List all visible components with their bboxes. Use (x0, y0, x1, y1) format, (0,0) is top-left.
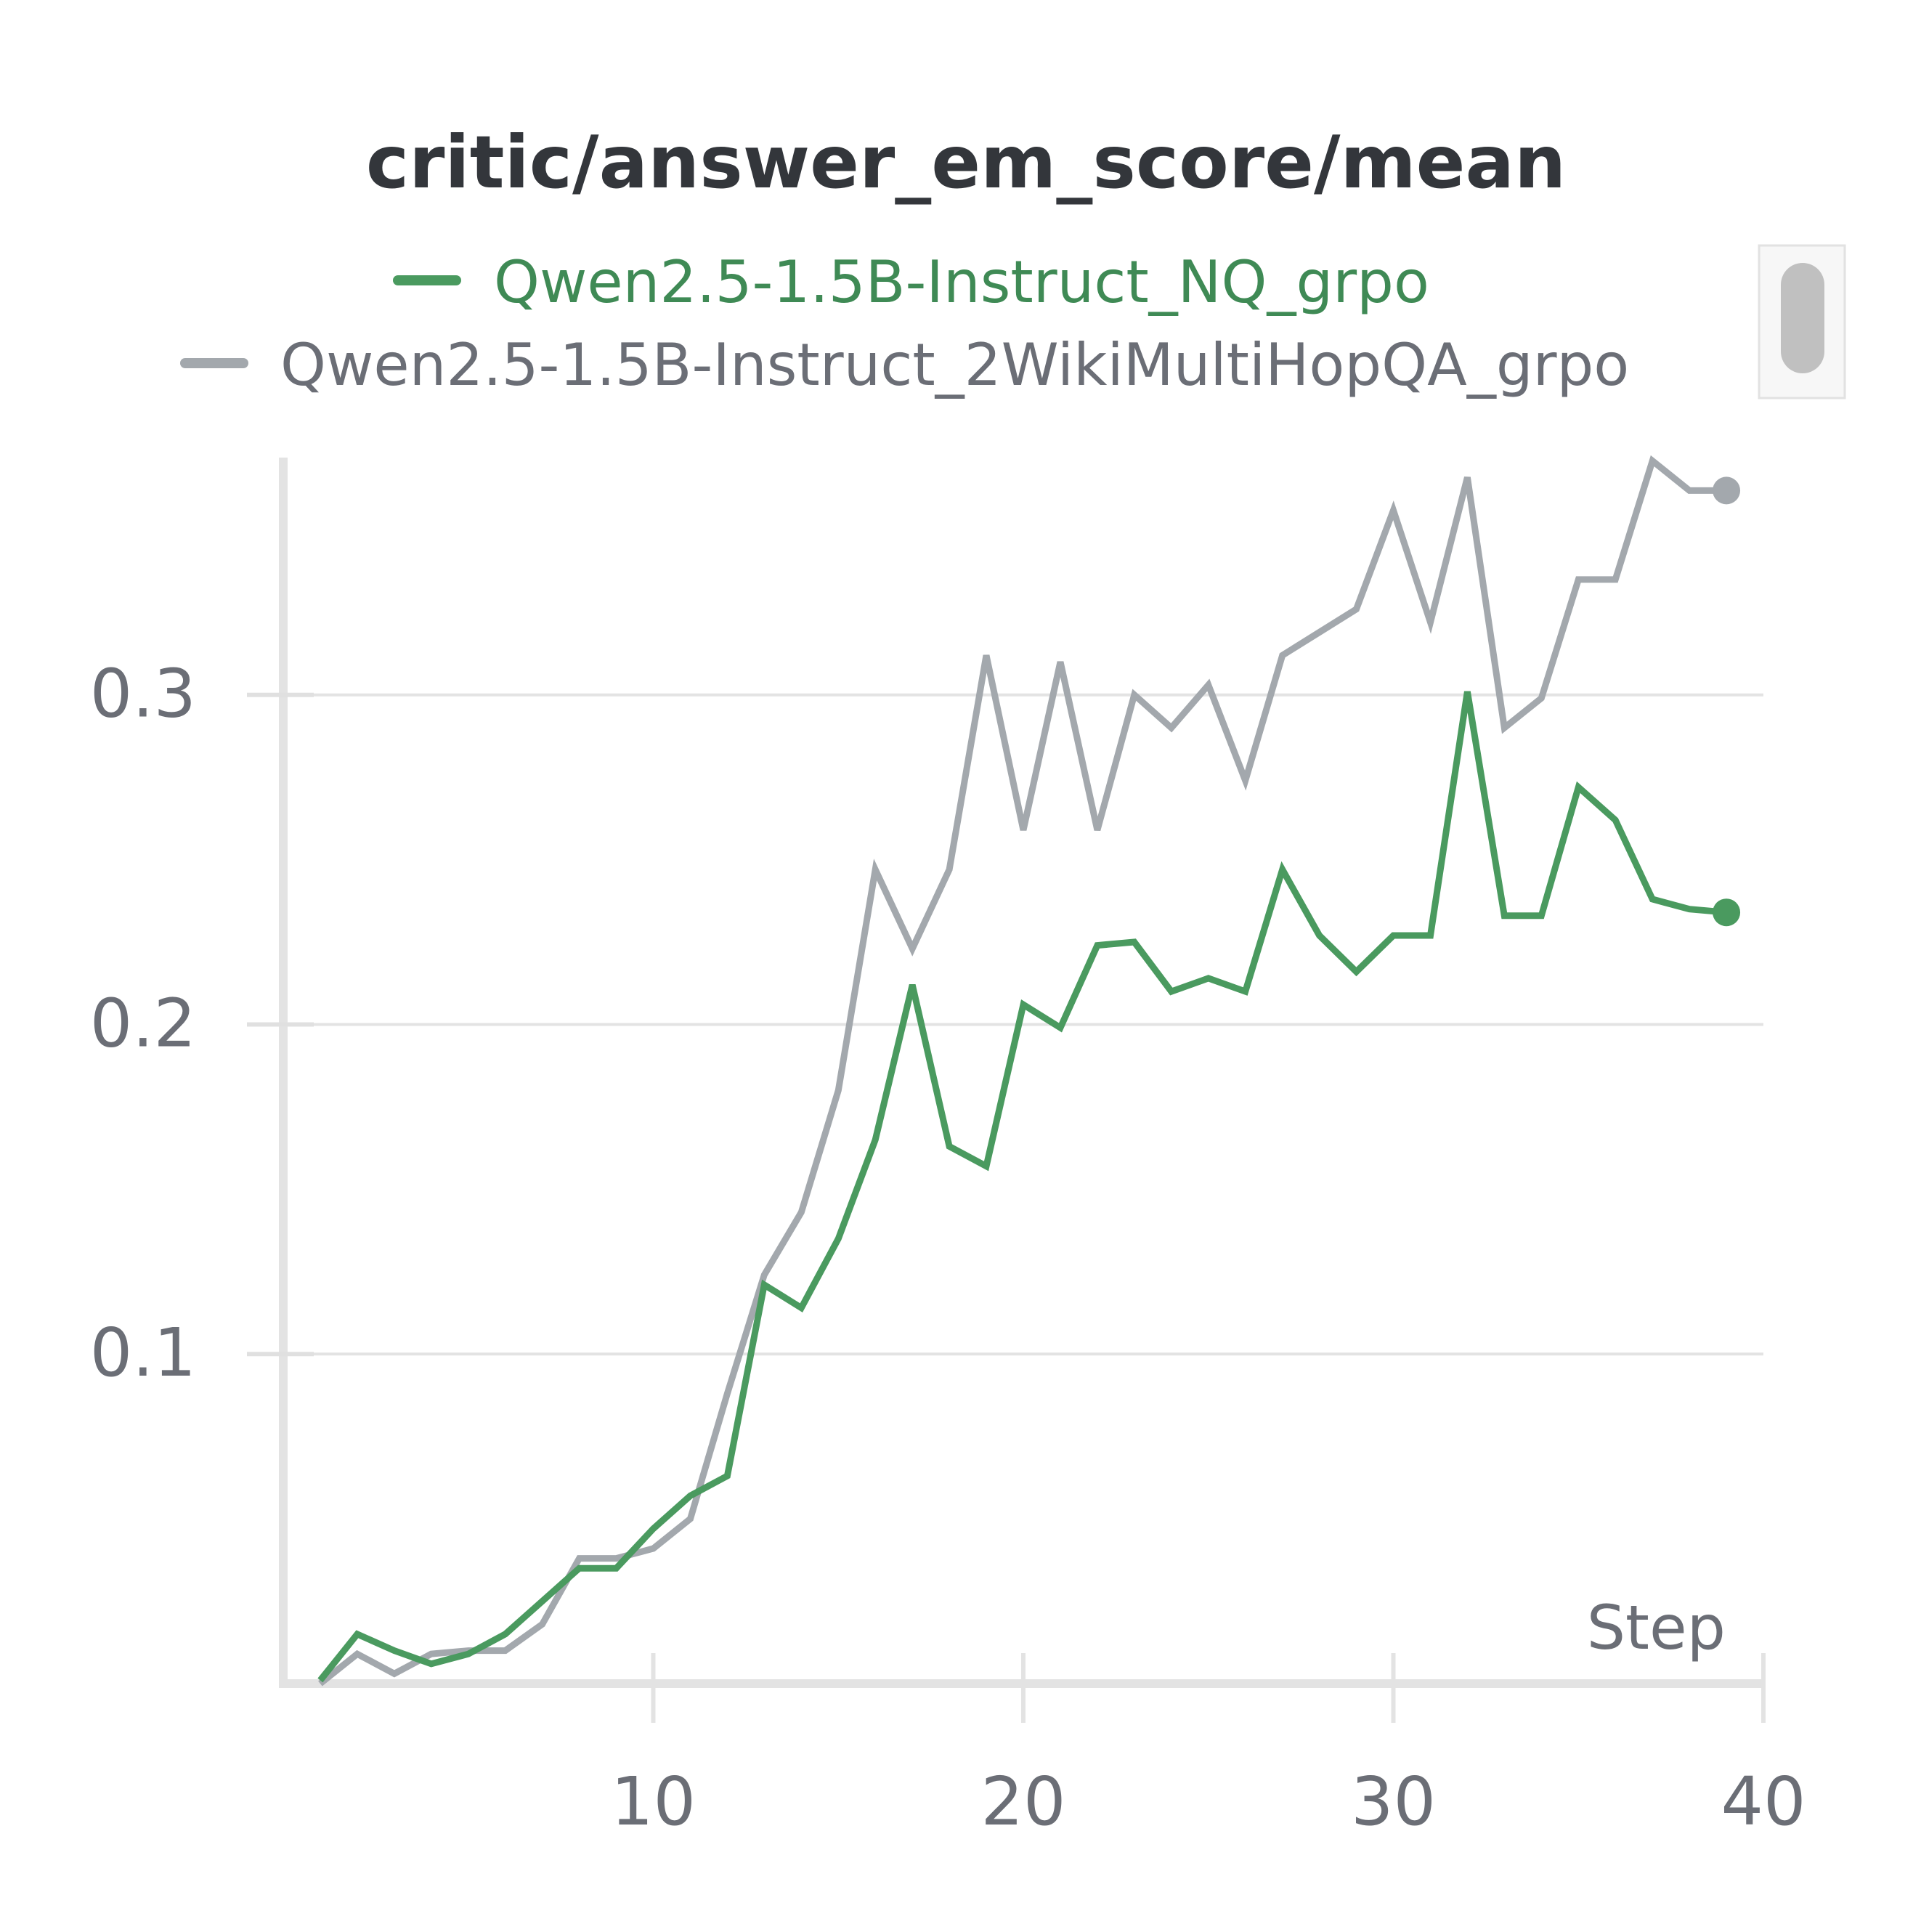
y-axis-ticks: 0.1 0.2 0.3 (90, 655, 314, 1392)
axes (279, 458, 1763, 1688)
legend-scrollbar[interactable] (1758, 244, 1846, 399)
series-end-point (1713, 476, 1741, 505)
y-tick-label: 0.3 (90, 655, 196, 733)
series-line (317, 691, 1727, 1683)
y-tick-label: 0.1 (90, 1314, 196, 1392)
series-end-point (1713, 898, 1741, 927)
chart-title: critic/answer_em_score/mean (366, 120, 1566, 205)
gridlines (247, 693, 1763, 1356)
x-axis-ticks: 10 20 30 40 (611, 1653, 1806, 1840)
legend-scroll-thumb[interactable] (1781, 263, 1824, 373)
series-line (318, 455, 1727, 1687)
legend-item[interactable]: Qwen2.5-1.5B-Instruct_NQ_grpo (393, 248, 1429, 316)
legend-label: Qwen2.5-1.5B-Instruct_NQ_grpo (494, 248, 1429, 316)
legend: Qwen2.5-1.5B-Instruct_NQ_grpo Qwen2.5-1.5… (180, 248, 1629, 399)
legend-label: Qwen2.5-1.5B-Instruct_2WikiMultiHopQA_gr… (280, 331, 1629, 399)
y-tick-label: 0.2 (90, 984, 196, 1062)
x-axis-label: Step (1587, 1592, 1726, 1663)
x-tick-label: 10 (611, 1763, 696, 1840)
x-tick-label: 30 (1351, 1763, 1436, 1840)
x-tick-label: 20 (980, 1763, 1065, 1840)
series-lines (317, 455, 1741, 1687)
legend-item[interactable]: Qwen2.5-1.5B-Instruct_2WikiMultiHopQA_gr… (180, 331, 1629, 399)
x-tick-label: 40 (1721, 1763, 1806, 1840)
